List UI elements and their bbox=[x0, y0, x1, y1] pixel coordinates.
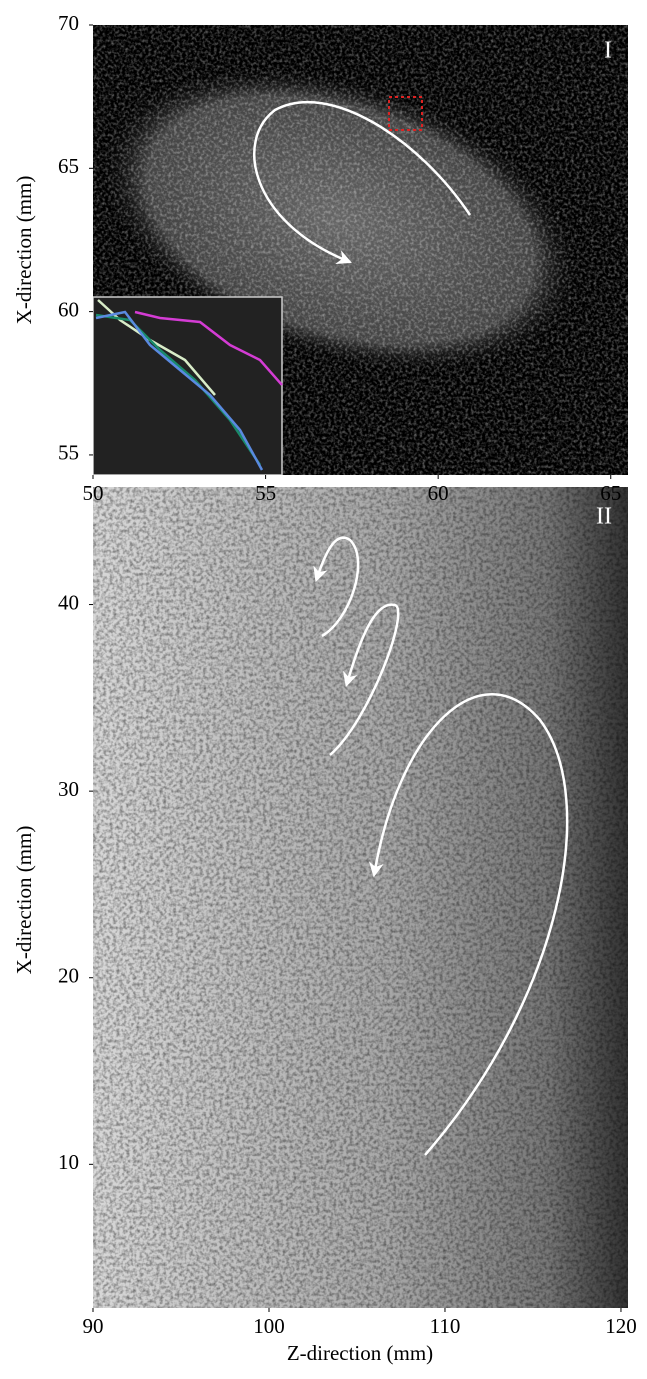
x-tick-label: 100 bbox=[253, 1314, 285, 1338]
y-tick-label: 30 bbox=[58, 777, 79, 801]
x-tick-label: 50 bbox=[83, 481, 104, 505]
y-tick-label: 40 bbox=[58, 590, 79, 614]
panel-label: II bbox=[596, 504, 612, 530]
image-panel-2 bbox=[93, 487, 628, 1308]
x-tick-label: 55 bbox=[255, 481, 276, 505]
panel-label: I bbox=[604, 38, 612, 64]
x-tick-label: 65 bbox=[600, 481, 621, 505]
x-tick-label: 90 bbox=[83, 1314, 104, 1338]
y-tick-label: 70 bbox=[58, 11, 79, 35]
y-tick-label: 55 bbox=[58, 441, 79, 465]
x-tick-label: 60 bbox=[428, 481, 449, 505]
y-tick-label: 60 bbox=[58, 297, 79, 321]
y-tick-label: 20 bbox=[58, 964, 79, 988]
y-axis-label: X-direction (mm) bbox=[12, 826, 36, 975]
y-axis-label: X-direction (mm) bbox=[12, 176, 36, 325]
y-tick-label: 65 bbox=[58, 154, 79, 178]
x-tick-label: 110 bbox=[430, 1314, 461, 1338]
x-axis-label: Z-direction (mm) bbox=[287, 1341, 433, 1365]
image-panel-1 bbox=[93, 25, 628, 475]
y-tick-label: 10 bbox=[58, 1150, 79, 1174]
x-tick-label: 120 bbox=[605, 1314, 637, 1338]
